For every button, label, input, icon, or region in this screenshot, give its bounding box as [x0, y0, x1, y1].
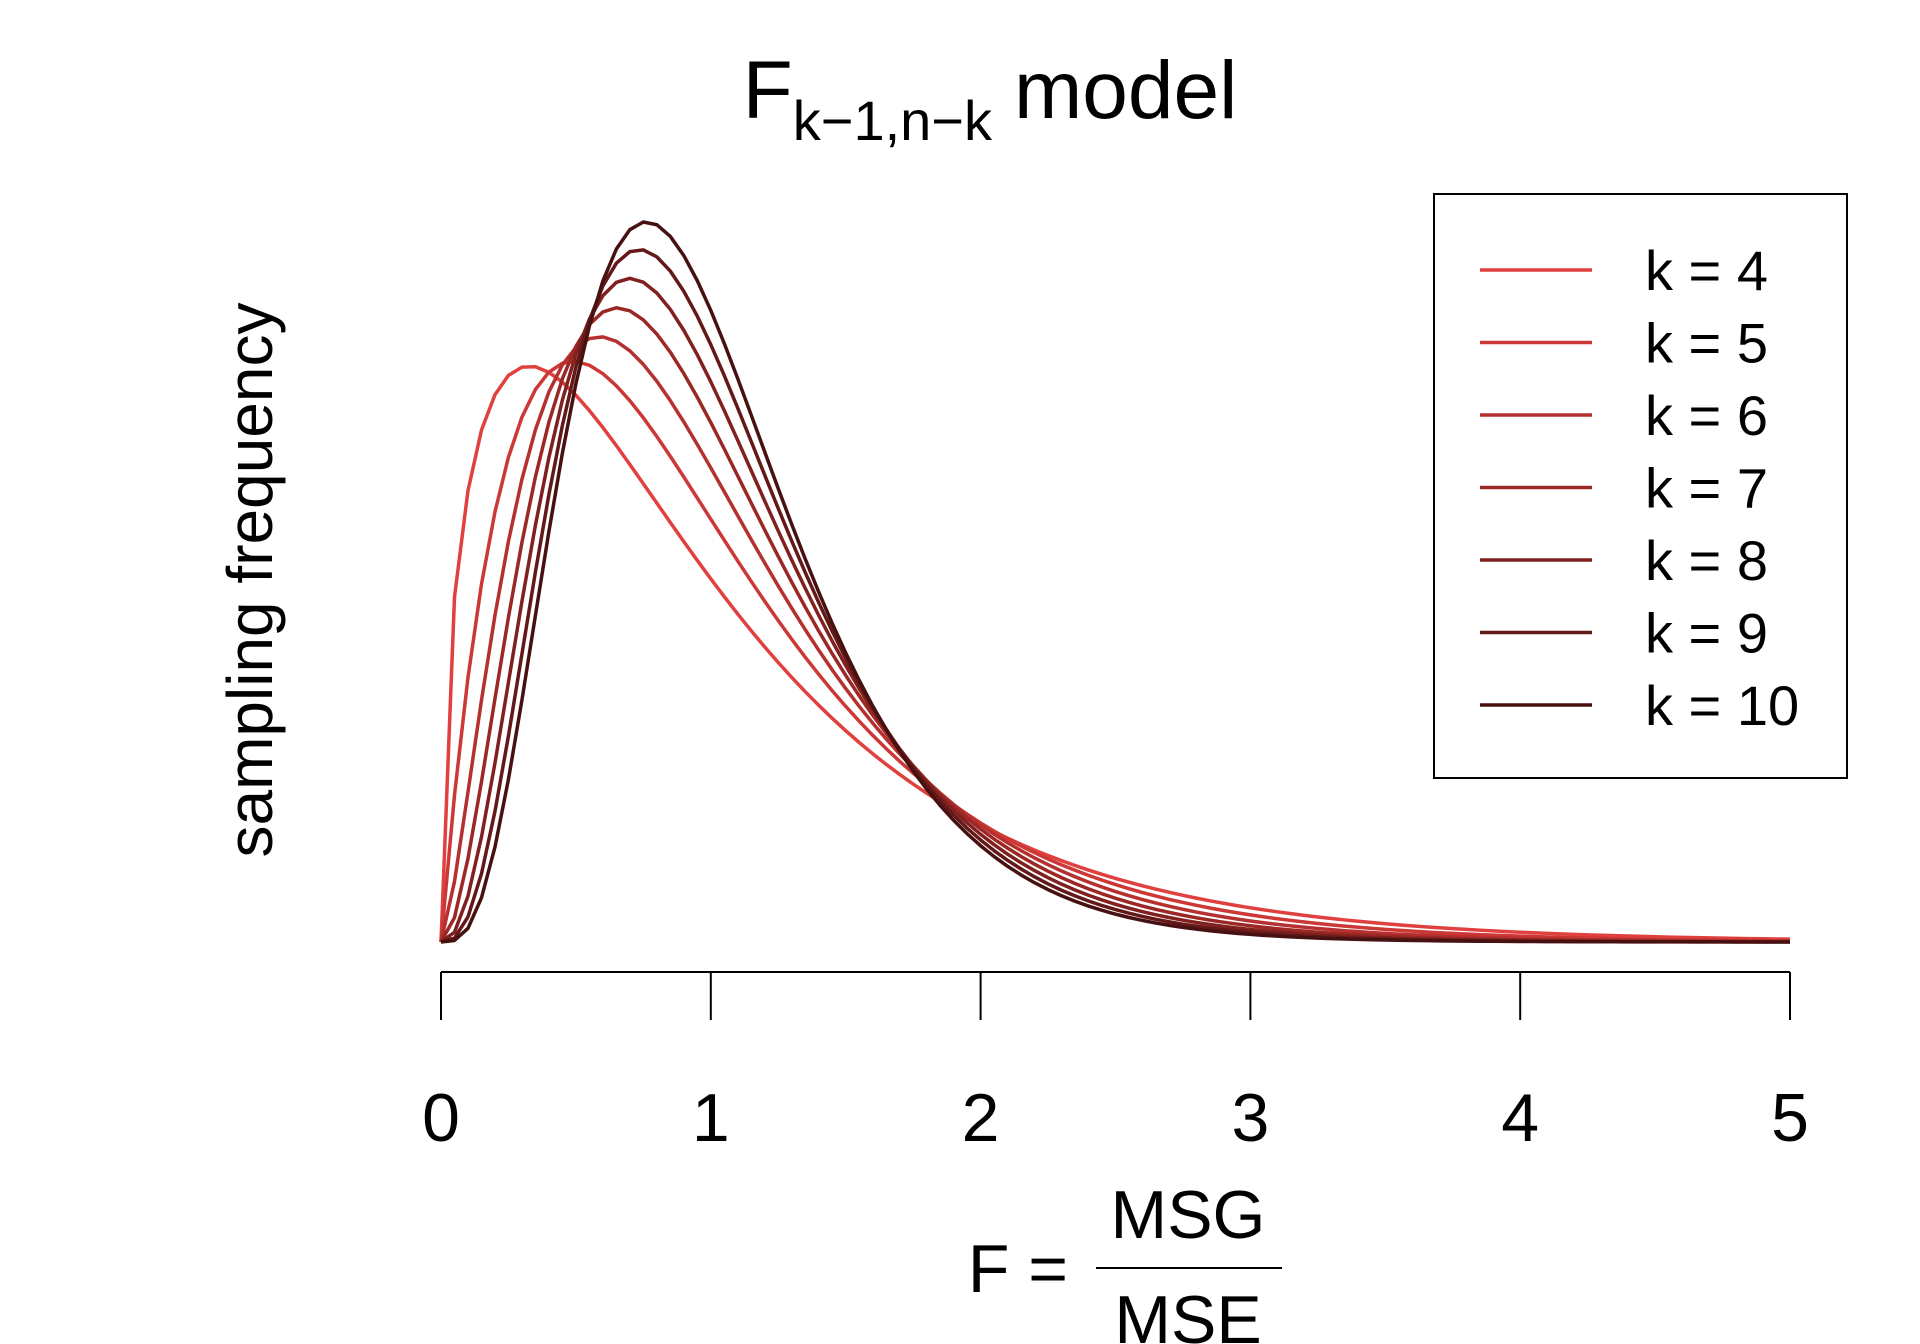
x-axis: 0 1 2 3 4 5 — [422, 971, 1809, 1156]
x-label-prefix: F = — [968, 1231, 1068, 1307]
legend: k = 4 k = 5 k = 6 k = 7 k = 8 k = 9 k = 10 — [1433, 193, 1848, 779]
x-axis-label: F = MSG MSE — [968, 1177, 1282, 1344]
legend-label-k5: k = 5 — [1645, 312, 1768, 375]
x-label-denominator: MSE — [1114, 1282, 1261, 1344]
series-line-k4 — [439, 365, 1791, 943]
legend-label-k10: k = 10 — [1645, 674, 1799, 737]
series-line-k5 — [439, 359, 1791, 943]
legend-label-k4: k = 4 — [1645, 239, 1768, 302]
chart-title: Fk−1,n−k model — [743, 45, 1238, 152]
title-subscript: k−1,n−k — [793, 89, 993, 152]
y-axis-label: sampling frequency — [214, 303, 286, 858]
series-line-k10 — [440, 220, 1790, 944]
x-tick-label: 1 — [692, 1080, 730, 1156]
x-tick-label: 2 — [962, 1080, 1000, 1156]
legend-label-k7: k = 7 — [1645, 457, 1768, 520]
legend-label-k6: k = 6 — [1645, 384, 1768, 447]
x-label-numerator: MSG — [1111, 1177, 1266, 1253]
x-tick-label: 3 — [1231, 1080, 1269, 1156]
legend-label-k9: k = 9 — [1645, 602, 1768, 665]
x-tick-label: 5 — [1771, 1080, 1809, 1156]
x-tick-label: 0 — [422, 1080, 460, 1156]
title-suffix: model — [1014, 45, 1237, 136]
curves-group — [439, 220, 1791, 944]
x-tick-label: 4 — [1501, 1080, 1539, 1156]
title-main: F — [743, 45, 793, 136]
legend-label-k8: k = 8 — [1645, 529, 1768, 592]
